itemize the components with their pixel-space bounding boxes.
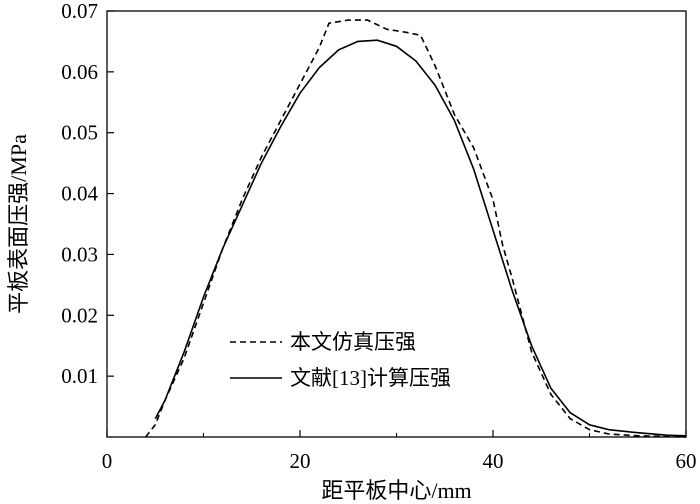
legend-label-1: 本文仿真压强: [290, 330, 416, 354]
tick-labels: 0 20 40 60 0.01 0.02 0.03 0.04 0.05 0.06 0.07: [61, 0, 696, 473]
x-tick-label: 40: [483, 449, 504, 473]
y-tick-label: 0.04: [61, 182, 98, 206]
y-axis-label: 平板表面压强/MPa: [6, 134, 31, 314]
plot-lines: [144, 19, 687, 438]
y-tick-label: 0.05: [61, 121, 98, 145]
x-axis-label: 距平板中心/mm: [321, 478, 471, 503]
y-tick-label: 0.03: [61, 242, 98, 266]
y-tick-label: 0.07: [61, 0, 98, 23]
y-tick-label: 0.06: [61, 60, 98, 84]
x-tick-label: 0: [102, 449, 113, 473]
series-line-2: [154, 39, 687, 437]
legend-label-2: 文献[13]计算压强: [290, 366, 451, 390]
y-tick-label: 0.02: [61, 303, 98, 327]
x-tick-label: 20: [290, 449, 311, 473]
x-tick-label: 60: [676, 449, 697, 473]
axis-ticks: [106, 10, 687, 437]
y-tick-label: 0.01: [61, 364, 98, 388]
